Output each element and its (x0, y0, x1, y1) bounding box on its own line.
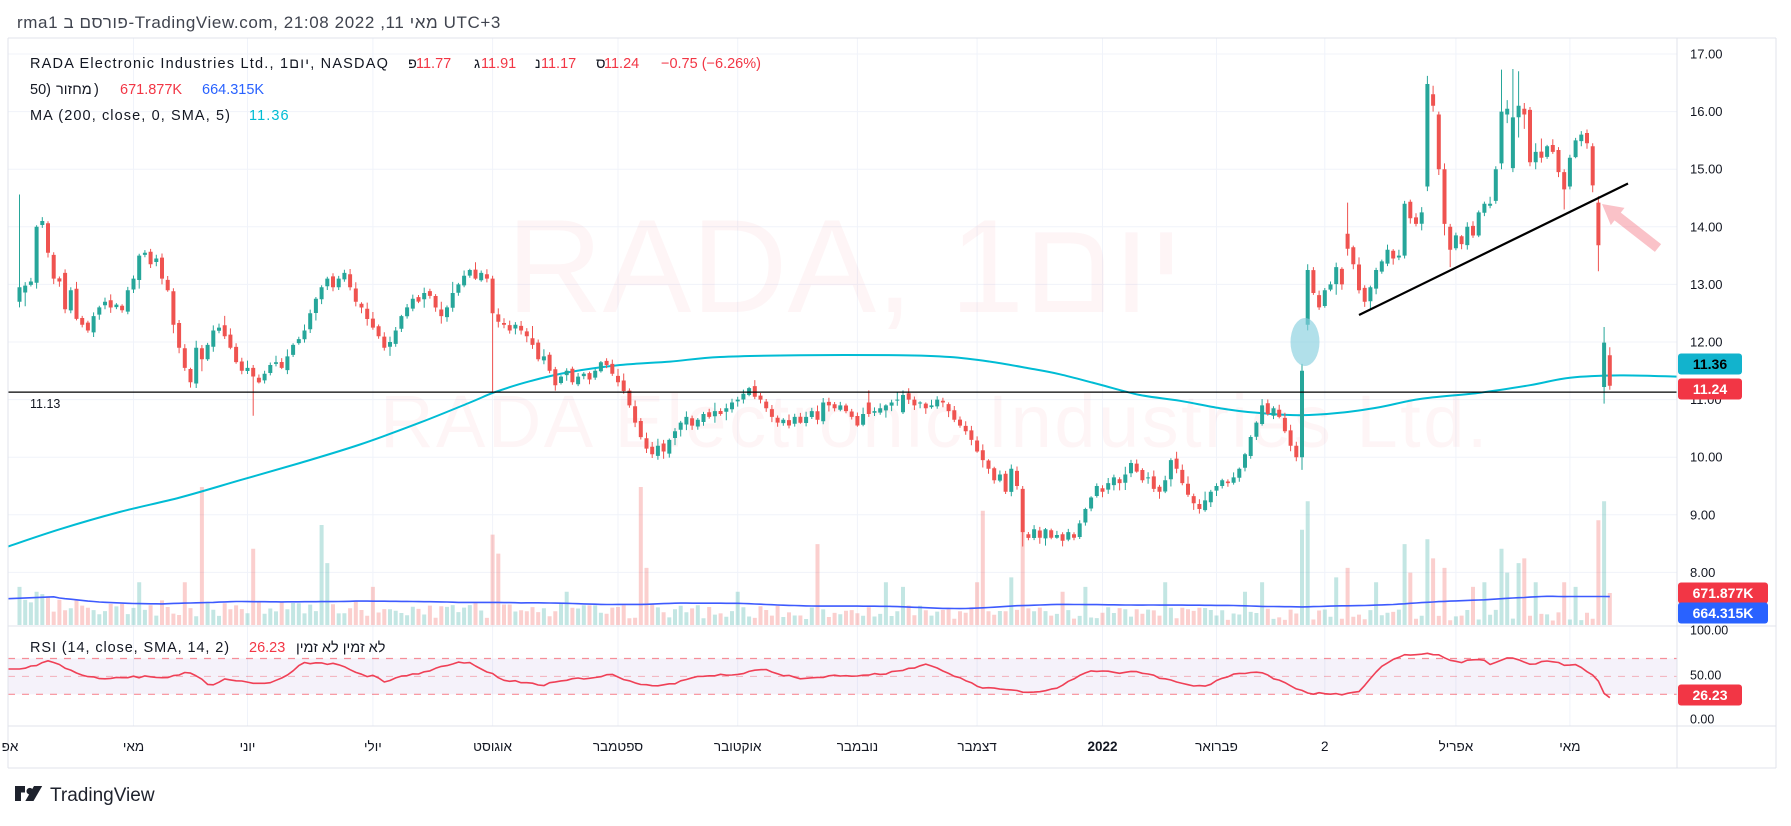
svg-text:100.00: 100.00 (1690, 624, 1728, 638)
svg-text:12.00: 12.00 (1690, 335, 1723, 350)
svg-text:אוגוסט: אוגוסט (473, 739, 512, 754)
svg-text:664.315K: 664.315K (1693, 605, 1754, 621)
svg-text:TradingView: TradingView (50, 785, 155, 806)
svg-text:11.36: 11.36 (1693, 356, 1727, 372)
svg-text:2022: 2022 (1087, 739, 1117, 754)
svg-text:מאי: מאי (123, 739, 144, 754)
svg-text:671.877K: 671.877K (1693, 585, 1754, 601)
svg-text:11.24: 11.24 (1693, 381, 1727, 397)
svg-text:8.00: 8.00 (1690, 565, 1715, 580)
svg-text:50.00: 50.00 (1690, 669, 1721, 683)
svg-text:14.00: 14.00 (1690, 219, 1723, 234)
svg-text:9.00: 9.00 (1690, 507, 1715, 522)
svg-text:17.00: 17.00 (1690, 47, 1723, 62)
svg-text:RADA, 1יום: RADA, 1יום (507, 193, 1184, 341)
svg-text:rma1 פורסם ב-TradingView.com,: rma1 פורסם ב-TradingView.com, 21:08 2022… (17, 13, 501, 32)
svg-text:יולי: יולי (364, 739, 382, 754)
svg-text:אפ: אפ (2, 739, 19, 754)
svg-text:מאי: מאי (1559, 739, 1580, 754)
svg-text:RADA Electronic Industries Ltd: RADA Electronic Industries Ltd., 1יום, N… (30, 56, 389, 72)
svg-text:26.23: 26.23 (1692, 687, 1727, 703)
svg-text:13.00: 13.00 (1690, 277, 1723, 292)
svg-text:ספטמבר: ספטמבר (593, 739, 643, 754)
svg-text:אפריל: אפריל (1439, 739, 1474, 754)
svg-text:16.00: 16.00 (1690, 104, 1723, 119)
svg-text:דצמבר: דצמבר (957, 739, 997, 754)
svg-text:אוקטובר: אוקטובר (714, 739, 762, 754)
svg-text:2: 2 (1321, 739, 1329, 754)
svg-text:פברואר: פברואר (1195, 739, 1238, 754)
svg-text:0.00: 0.00 (1690, 713, 1714, 727)
svg-text:15.00: 15.00 (1690, 162, 1723, 177)
svg-text:נובמבר: נובמבר (837, 739, 878, 754)
svg-text:MA (200, close, 0, SMA, 5)11.3: MA (200, close, 0, SMA, 5) 11.36 (30, 108, 290, 124)
svg-text:11.13: 11.13 (30, 397, 60, 411)
svg-text:RSI (14, close, SMA, 14, 2): RSI (14, close, SMA, 14, 2) (30, 640, 230, 656)
svg-text:יוני: יוני (240, 739, 256, 754)
svg-text:10.00: 10.00 (1690, 450, 1723, 465)
